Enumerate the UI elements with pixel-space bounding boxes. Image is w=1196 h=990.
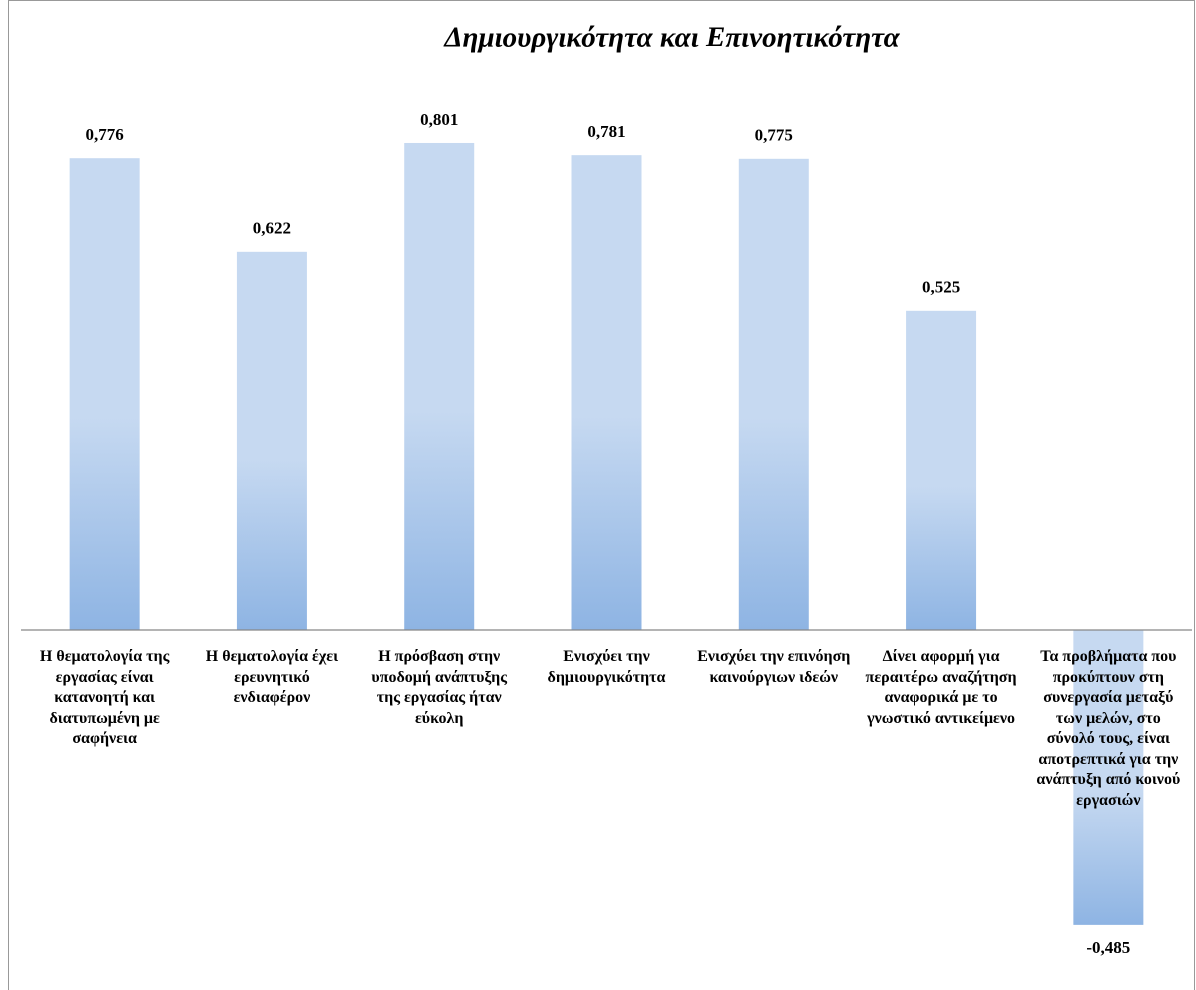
bar: [571, 155, 642, 631]
value-label: 0,781: [587, 122, 625, 141]
value-label: 0,775: [755, 126, 793, 145]
x-tick-label: Η πρόσβαση στην υποδομή ανάπτυξης της ερ…: [371, 648, 507, 727]
bar: [1073, 630, 1144, 925]
chart-frame: [8, 0, 1195, 990]
chart-title: Δημιουργικότητα και Επινοητικότητα: [443, 22, 900, 54]
x-tick-label: Ενισχύει την επινόηση καινούργιων ιδεών: [697, 648, 851, 686]
value-label: 0,622: [253, 219, 291, 238]
bar: [404, 142, 475, 630]
bar: [906, 310, 977, 630]
bar: [69, 158, 140, 630]
value-label: 0,801: [420, 110, 458, 129]
value-label: 0,776: [86, 125, 124, 144]
x-tick-label: Τα προβλήματα που προκύπτουν στη συνεργα…: [1036, 648, 1181, 809]
value-label: 0,525: [922, 278, 960, 297]
x-tick-label: Η θεματολογία της εργασίας είναι κατανοη…: [39, 648, 170, 747]
value-label: -0,485: [1086, 938, 1130, 957]
bar: [236, 251, 307, 630]
x-tick-label: Ενισχύει την δημιουργικότητα: [547, 648, 666, 686]
x-tick-label: Δίνει αφορμή για περαιτέρω αναζήτηση ανα…: [865, 648, 1017, 727]
x-tick-label: Η θεματολογία έχει ερευνητικό ενδιαφέρον: [205, 648, 339, 706]
bar: [738, 158, 809, 631]
